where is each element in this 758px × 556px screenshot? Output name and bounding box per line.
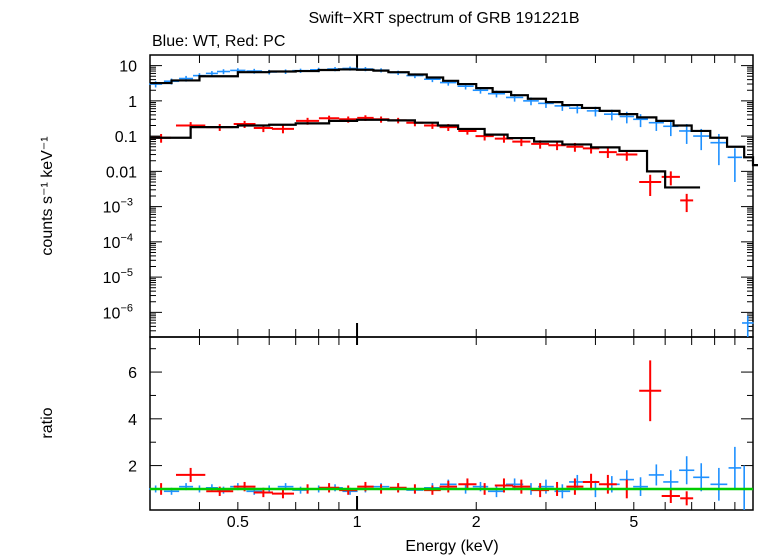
ratio-point-wt bbox=[648, 464, 664, 486]
bottom-panel-axes: 0.5 1 2 5 2 4 6 bbox=[128, 348, 753, 531]
chart-title: Swift−XRT spectrum of GRB 191221B bbox=[308, 10, 579, 27]
ratio-point-wt bbox=[487, 485, 506, 498]
data-point-pc bbox=[639, 174, 662, 196]
ratio-tick-label: 4 bbox=[128, 412, 137, 429]
data-point-pc bbox=[680, 193, 694, 213]
y-axis-label-bottom: ratio bbox=[39, 407, 56, 438]
x-tick-label: 2 bbox=[472, 514, 481, 531]
top-panel-frame bbox=[149, 54, 754, 338]
ratio-point-pc bbox=[512, 479, 531, 494]
y-tick-label: 1 bbox=[128, 94, 137, 111]
ratio-point-wt bbox=[693, 463, 710, 492]
ratio-point-pc bbox=[582, 473, 600, 491]
bottom-panel-data bbox=[149, 360, 753, 510]
ratio-point-pc bbox=[271, 488, 295, 499]
x-tick-label: 0.5 bbox=[227, 514, 249, 531]
ratio-point-pc bbox=[175, 467, 206, 482]
x-axis-label: Energy (keV) bbox=[405, 538, 498, 555]
y-tick-label: 10 bbox=[119, 59, 137, 76]
ratio-point-pc bbox=[661, 488, 680, 503]
y-tick-label: 10−4 bbox=[103, 232, 133, 252]
ratio-point-pc bbox=[598, 474, 617, 494]
data-point-pc bbox=[512, 138, 531, 147]
data-point-wt bbox=[727, 148, 743, 182]
ratio-point-wt bbox=[633, 477, 648, 496]
data-point-pc bbox=[271, 125, 295, 134]
ratio-point-pc bbox=[566, 478, 584, 495]
ratio-tick-label: 6 bbox=[128, 365, 137, 382]
data-point-pc bbox=[598, 147, 617, 158]
ratio-point-wt bbox=[728, 446, 742, 489]
model-curve-model bbox=[150, 68, 758, 167]
y-tick-label: 0.1 bbox=[115, 129, 137, 146]
y-tick-label: 10−3 bbox=[103, 197, 133, 217]
x-tick-label: 5 bbox=[629, 514, 638, 531]
data-point-wt bbox=[633, 114, 648, 128]
chart-subtitle: Blue: WT, Red: PC bbox=[152, 33, 285, 50]
data-point-wt bbox=[710, 133, 728, 166]
data-point-wt bbox=[217, 69, 230, 75]
y-tick-label: 10−6 bbox=[103, 302, 133, 322]
data-point-wt bbox=[693, 128, 710, 151]
ratio-point-pc bbox=[680, 491, 694, 506]
ratio-point-pc bbox=[639, 360, 662, 422]
x-tick-label: 1 bbox=[353, 514, 362, 531]
data-point-wt bbox=[663, 120, 679, 137]
ratio-point-wt bbox=[710, 467, 728, 501]
model-curve-model-pc bbox=[150, 118, 701, 189]
ratio-point-pc bbox=[494, 478, 514, 493]
y-axis-label-top: counts s⁻¹ keV⁻¹ bbox=[39, 136, 56, 255]
y-tick-label: 10−5 bbox=[103, 267, 133, 287]
ratio-point-wt bbox=[679, 456, 695, 485]
top-panel-axes: 10 1 0.1 0.01 10−3 10−4 10−5 10−6 bbox=[103, 54, 753, 510]
bottom-panel-frame bbox=[149, 336, 754, 511]
ratio-tick-label: 2 bbox=[128, 459, 137, 476]
data-point-wt bbox=[742, 315, 754, 337]
y-tick-label: 0.01 bbox=[106, 164, 137, 181]
ratio-point-pc bbox=[439, 480, 458, 493]
top-panel-data bbox=[149, 66, 758, 337]
